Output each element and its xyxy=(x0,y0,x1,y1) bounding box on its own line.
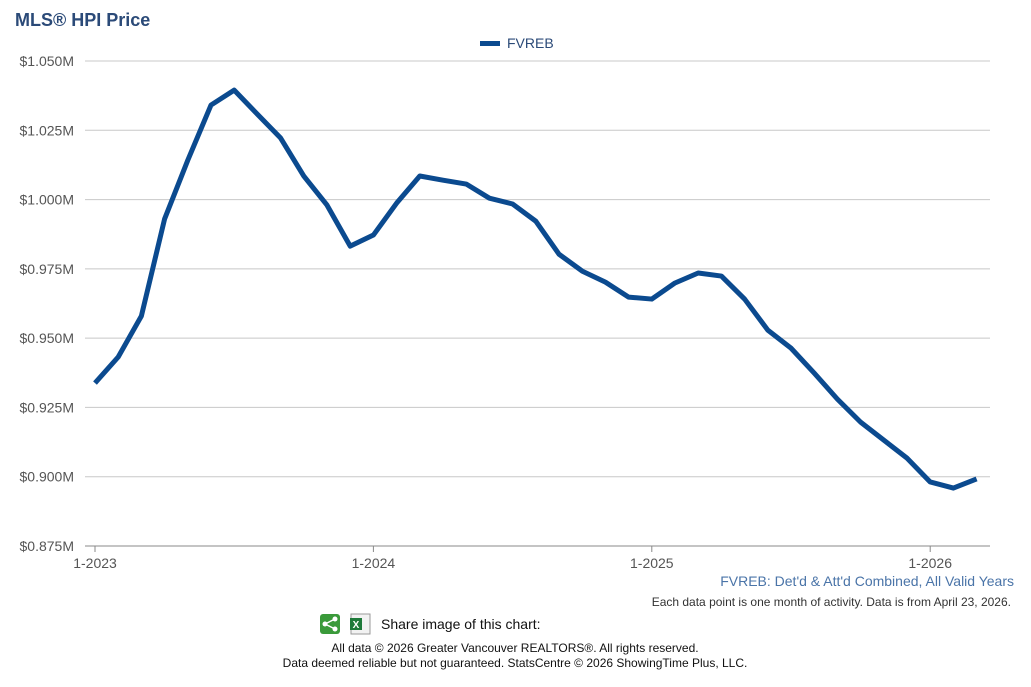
y-tick-label: $0.925M xyxy=(20,399,74,415)
line-series xyxy=(93,87,978,491)
chart-title: MLS® HPI Price xyxy=(15,10,150,30)
annotation: FVREB: Det'd & Att'd Combined, All Valid… xyxy=(720,573,1014,589)
x-tick-label: 1-2023 xyxy=(73,555,117,571)
share-icon[interactable] xyxy=(320,614,340,634)
copyright: All data © 2026 Greater Vancouver REALTO… xyxy=(331,641,698,655)
legend-label: FVREB xyxy=(507,35,554,51)
y-tick-label: $0.975M xyxy=(20,261,74,277)
x-tick-label: 1-2026 xyxy=(908,555,952,571)
share-label: Share image of this chart: xyxy=(381,616,541,632)
excel-icon[interactable]: X xyxy=(350,613,371,635)
y-tick-label: $1.025M xyxy=(20,122,74,138)
y-tick-label: $1.000M xyxy=(20,192,74,208)
x-tick-label: 1-2025 xyxy=(630,555,674,571)
y-tick-label: $0.950M xyxy=(20,330,74,346)
y-tick-label: $0.875M xyxy=(20,538,74,554)
svg-text:X: X xyxy=(353,620,360,631)
y-tick-label: $0.900M xyxy=(20,469,74,485)
x-tick-label: 1-2024 xyxy=(352,555,396,571)
y-tick-label: $1.050M xyxy=(20,53,74,69)
legend-swatch xyxy=(480,41,500,46)
annotation: Each data point is one month of activity… xyxy=(652,595,1011,609)
disclaimer: Data deemed reliable but not guaranteed.… xyxy=(283,656,748,670)
